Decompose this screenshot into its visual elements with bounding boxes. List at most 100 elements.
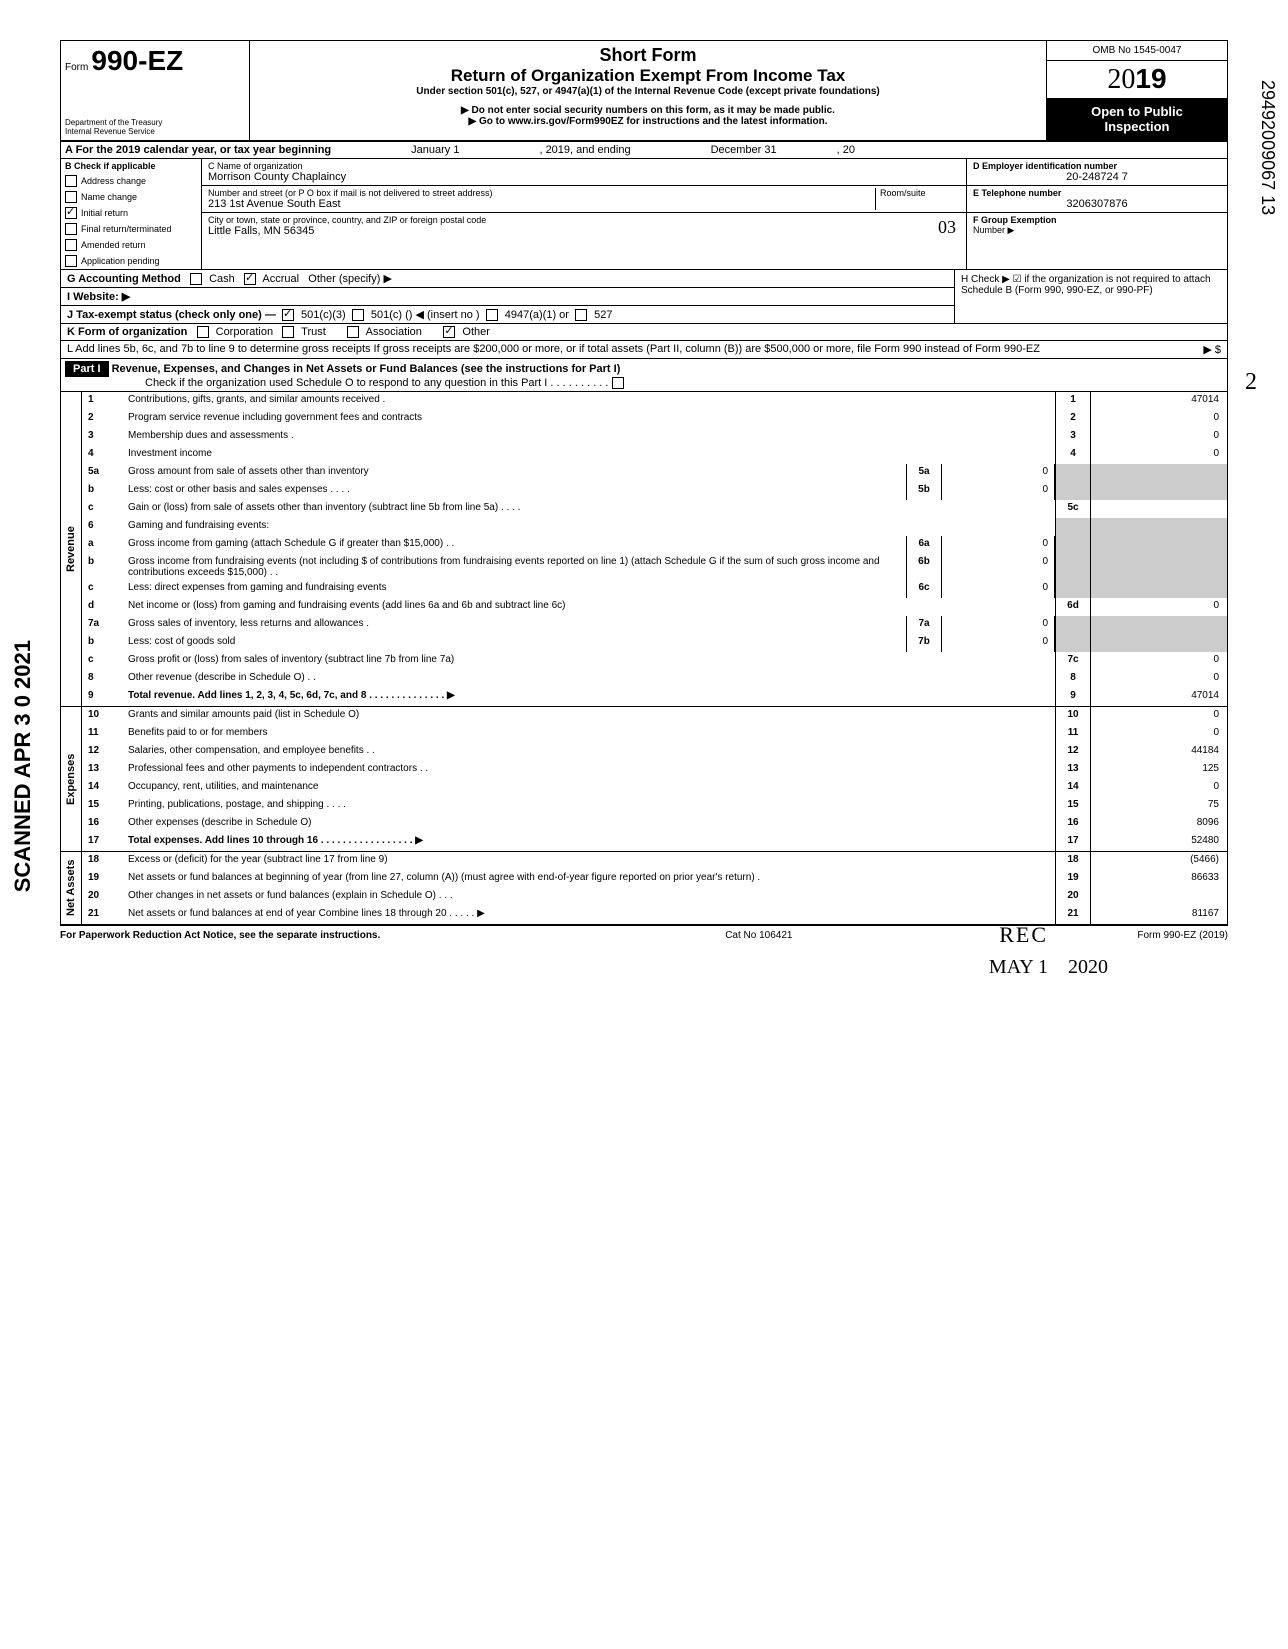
line-text: Less: direct expenses from gaming and fu… bbox=[124, 580, 906, 598]
part1-title: Revenue, Expenses, and Changes in Net As… bbox=[112, 363, 621, 375]
footer-left: For Paperwork Reduction Act Notice, see … bbox=[60, 930, 380, 941]
tax-year-endyr: , 20 bbox=[837, 144, 855, 156]
open-public-line2: Inspection bbox=[1053, 119, 1221, 134]
label-527: 527 bbox=[594, 309, 612, 321]
right-num: 4 bbox=[1055, 446, 1091, 464]
checkbox-amended-return[interactable] bbox=[65, 239, 77, 251]
line-text: Occupancy, rent, utilities, and maintena… bbox=[124, 779, 1055, 797]
checkbox-other-org[interactable] bbox=[443, 326, 455, 338]
checkbox-corporation[interactable] bbox=[197, 326, 209, 338]
section-i: I Website: ▶ bbox=[61, 288, 954, 306]
right-num: 8 bbox=[1055, 670, 1091, 688]
line-text: Other changes in net assets or fund bala… bbox=[124, 888, 1055, 906]
line-text: Other expenses (describe in Schedule O) bbox=[124, 815, 1055, 833]
section-l-text: L Add lines 5b, 6c, and 7b to line 9 to … bbox=[67, 343, 1081, 356]
revenue-vert-label: Revenue bbox=[60, 392, 81, 706]
line-text: Professional fees and other payments to … bbox=[124, 761, 1055, 779]
label-amended-return: Amended return bbox=[81, 240, 146, 250]
line-6: 6Gaming and fundraising events: bbox=[81, 518, 1228, 536]
line-num: 13 bbox=[82, 761, 124, 779]
right-num: 2 bbox=[1055, 410, 1091, 428]
right-num: 13 bbox=[1055, 761, 1091, 779]
checkbox-trust[interactable] bbox=[282, 326, 294, 338]
org-city-label: City or town, state or province, country… bbox=[208, 215, 960, 225]
org-city: Little Falls, MN 56345 bbox=[208, 225, 960, 237]
line-text: Membership dues and assessments . bbox=[124, 428, 1055, 446]
line-num: 15 bbox=[82, 797, 124, 815]
line-16: 16Other expenses (describe in Schedule O… bbox=[81, 815, 1228, 833]
open-public-badge: Open to Public Inspection bbox=[1047, 98, 1227, 140]
right-val bbox=[1091, 536, 1227, 554]
mid-val: 0 bbox=[942, 464, 1055, 482]
right-num: 1 bbox=[1055, 392, 1091, 410]
checkbox-501c3[interactable] bbox=[282, 309, 294, 321]
line-text: Gross profit or (loss) from sales of inv… bbox=[124, 652, 1055, 670]
phone-label: E Telephone number bbox=[973, 188, 1061, 198]
checkbox-name-change[interactable] bbox=[65, 191, 77, 203]
revenue-lines: 1Contributions, gifts, grants, and simil… bbox=[81, 392, 1228, 706]
label-501c-insert: ) ◀ (insert no ) bbox=[409, 309, 480, 321]
form-header: Form 990-EZ Department of the Treasury I… bbox=[60, 40, 1228, 142]
right-num bbox=[1055, 580, 1091, 598]
line-text: Total expenses. Add lines 10 through 16 … bbox=[124, 833, 1055, 851]
line-c: cGross profit or (loss) from sales of in… bbox=[81, 652, 1228, 670]
label-other-org: Other bbox=[462, 326, 490, 338]
checkbox-4947[interactable] bbox=[486, 309, 498, 321]
checkbox-application-pending[interactable] bbox=[65, 255, 77, 267]
checkbox-address-change[interactable] bbox=[65, 175, 77, 187]
checkbox-initial-return[interactable] bbox=[65, 207, 77, 219]
form-prefix: Form bbox=[65, 62, 88, 73]
line-num: c bbox=[82, 580, 124, 598]
mid-val: 0 bbox=[942, 634, 1055, 652]
ein-label: D Employer identification number bbox=[973, 161, 1117, 171]
checkbox-association[interactable] bbox=[347, 326, 359, 338]
line-text: Printing, publications, postage, and shi… bbox=[124, 797, 1055, 815]
section-l-arrow: ▶ $ bbox=[1081, 343, 1221, 356]
mid-val: 0 bbox=[942, 616, 1055, 634]
line-num: 18 bbox=[82, 852, 124, 870]
right-val: 44184 bbox=[1091, 743, 1227, 761]
right-num: 16 bbox=[1055, 815, 1091, 833]
mid-val: 0 bbox=[942, 482, 1055, 500]
checkbox-accrual[interactable] bbox=[244, 273, 256, 285]
checkbox-schedule-o[interactable] bbox=[612, 377, 624, 389]
right-val: 8096 bbox=[1091, 815, 1227, 833]
line-text: Gross sales of inventory, less returns a… bbox=[124, 616, 906, 634]
footer-right: Form 990-EZ (2019) bbox=[1137, 930, 1228, 941]
label-corporation: Corporation bbox=[216, 326, 273, 338]
checkbox-501c[interactable] bbox=[352, 309, 364, 321]
section-j: J Tax-exempt status (check only one) — 5… bbox=[61, 306, 954, 323]
right-num: 18 bbox=[1055, 852, 1091, 870]
checkbox-cash[interactable] bbox=[190, 273, 202, 285]
side-number: 29492009067 13 bbox=[1257, 80, 1278, 215]
tax-year: 2019 bbox=[1047, 61, 1227, 98]
right-num: 21 bbox=[1055, 906, 1091, 924]
section-de: D Employer identification number 20-2487… bbox=[967, 159, 1227, 269]
section-h: H Check ▶ ☑ if the organization is not r… bbox=[955, 270, 1227, 323]
omb-number: OMB No 1545-0047 bbox=[1047, 41, 1227, 61]
label-accrual: Accrual bbox=[262, 273, 299, 285]
group-exemption-number: Number ▶ bbox=[973, 225, 1221, 236]
checkbox-527[interactable] bbox=[575, 309, 587, 321]
checkbox-final-return[interactable] bbox=[65, 223, 77, 235]
section-b: B Check if applicable Address change Nam… bbox=[61, 159, 202, 269]
form-number: 990-EZ bbox=[91, 45, 183, 76]
line-num: d bbox=[82, 598, 124, 616]
year-stamp: 2020 bbox=[1068, 956, 1108, 979]
line-4: 4Investment income40 bbox=[81, 446, 1228, 464]
line-b: bLess: cost of goods sold7b0 bbox=[81, 634, 1228, 652]
mid-num: 5a bbox=[906, 464, 942, 482]
line-b: bLess: cost or other basis and sales exp… bbox=[81, 482, 1228, 500]
line-12: 12Salaries, other compensation, and empl… bbox=[81, 743, 1228, 761]
label-application-pending: Application pending bbox=[81, 256, 160, 266]
right-val: 47014 bbox=[1091, 392, 1227, 410]
label-initial-return: Initial return bbox=[81, 208, 128, 218]
right-num bbox=[1055, 634, 1091, 652]
line-text: Total revenue. Add lines 1, 2, 3, 4, 5c,… bbox=[124, 688, 1055, 706]
line-text: Other revenue (describe in Schedule O) .… bbox=[124, 670, 1055, 688]
phone-value: 3206307876 bbox=[973, 198, 1221, 210]
right-num bbox=[1055, 554, 1091, 580]
dept-treasury: Department of the Treasury bbox=[65, 118, 245, 127]
line-num: c bbox=[82, 500, 124, 518]
line-num: 2 bbox=[82, 410, 124, 428]
